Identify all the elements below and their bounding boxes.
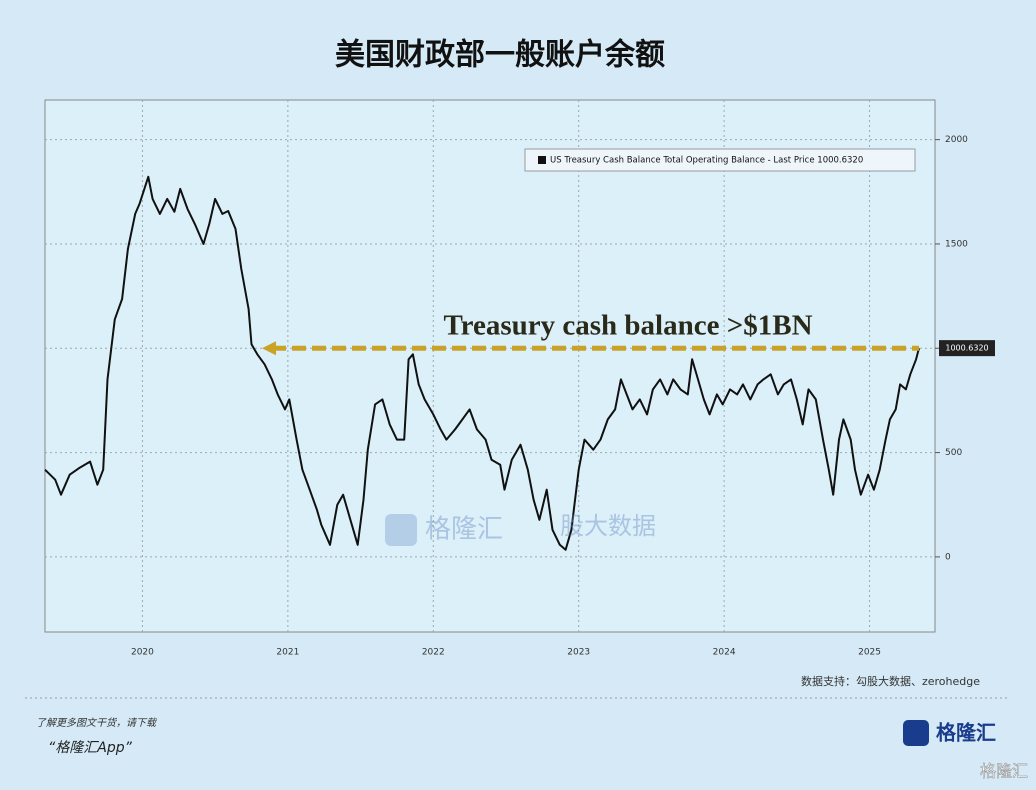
watermark-icon <box>385 514 417 546</box>
reference-arrow <box>262 341 276 356</box>
logo-text: 格隆汇 <box>936 721 996 745</box>
x-tick-label: 2024 <box>713 648 736 658</box>
legend-label: US Treasury Cash Balance Total Operating… <box>550 156 863 166</box>
watermark: 股大数据 <box>560 512 656 540</box>
plot-area <box>44 99 936 633</box>
watermark: 格隆汇 <box>425 515 503 545</box>
series-line <box>44 175 920 551</box>
y-tick-label: 500 <box>945 448 962 458</box>
y-tick-label: 0 <box>945 552 951 562</box>
x-tick-label: 2022 <box>422 648 445 658</box>
y-tick-label: 2000 <box>945 135 968 145</box>
app-name: “格隆汇App” <box>48 740 133 756</box>
corner-mark: 格隆汇 <box>980 762 1028 781</box>
last-price-label: 1000.6320 <box>945 344 988 353</box>
x-tick-label: 2025 <box>858 648 881 658</box>
x-tick-label: 2023 <box>567 648 590 658</box>
annotation: Treasury cash balance >$1BN <box>443 310 812 342</box>
y-tick-label: 1500 <box>945 239 968 249</box>
legend-box <box>524 148 916 172</box>
x-tick-label: 2021 <box>276 648 299 658</box>
promo-text: 了解更多图文干货，请下载 <box>36 717 158 729</box>
source: 数据支持：勾股大数据、zerohedge <box>801 674 980 688</box>
chart-title: 美国财政部一般账户余额 <box>335 38 665 73</box>
last-price-box <box>939 340 995 357</box>
logo-icon <box>903 720 929 746</box>
x-tick-label: 2020 <box>131 648 154 658</box>
legend-swatch <box>538 156 546 164</box>
